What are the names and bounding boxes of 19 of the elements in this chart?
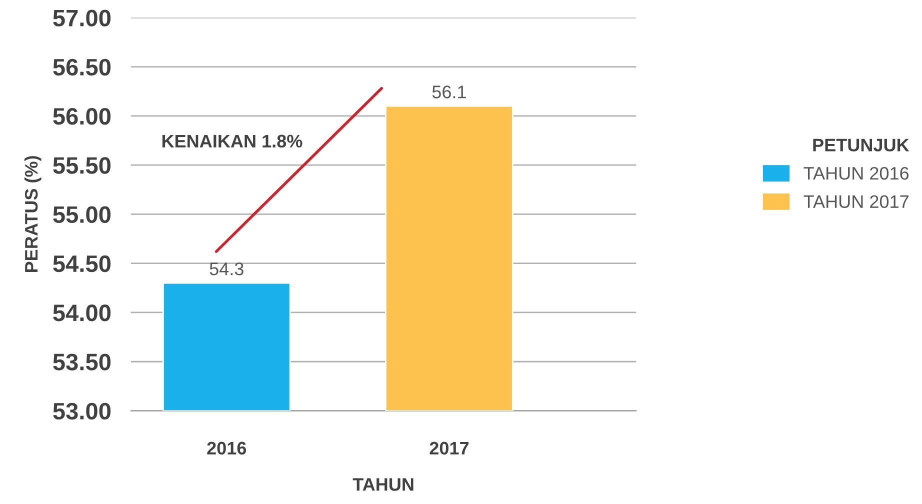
y-tick-label: 56.50 xyxy=(53,58,111,76)
y-tick-label: 55.00 xyxy=(53,206,111,223)
legend-title: PETUNJUK xyxy=(813,138,910,152)
y-tick-label: 57.00 xyxy=(53,10,111,26)
annotation: KENAIKAN 1.8% xyxy=(162,134,302,148)
data-label: 54.3 xyxy=(210,262,244,276)
y-axis-title: PERATUS (%) xyxy=(24,156,42,272)
legend-label: TAHUN 2017 xyxy=(804,195,908,208)
x-tick-label: 2016 xyxy=(207,442,246,455)
legend-label: TAHUN 2016 xyxy=(804,166,909,180)
y-tick-label: 56.00 xyxy=(53,108,111,125)
y-tick-label: 53.50 xyxy=(53,354,111,370)
y-tick-label: 53.00 xyxy=(53,402,111,420)
y-tick-label: 55.50 xyxy=(53,157,111,174)
x-axis-title: TAHUN xyxy=(352,478,414,491)
y-tick-label: 54.00 xyxy=(53,304,111,322)
y-tick-label: 54.50 xyxy=(53,255,111,272)
data-label: 56.1 xyxy=(432,86,466,98)
x-tick-label: 2017 xyxy=(430,442,469,455)
